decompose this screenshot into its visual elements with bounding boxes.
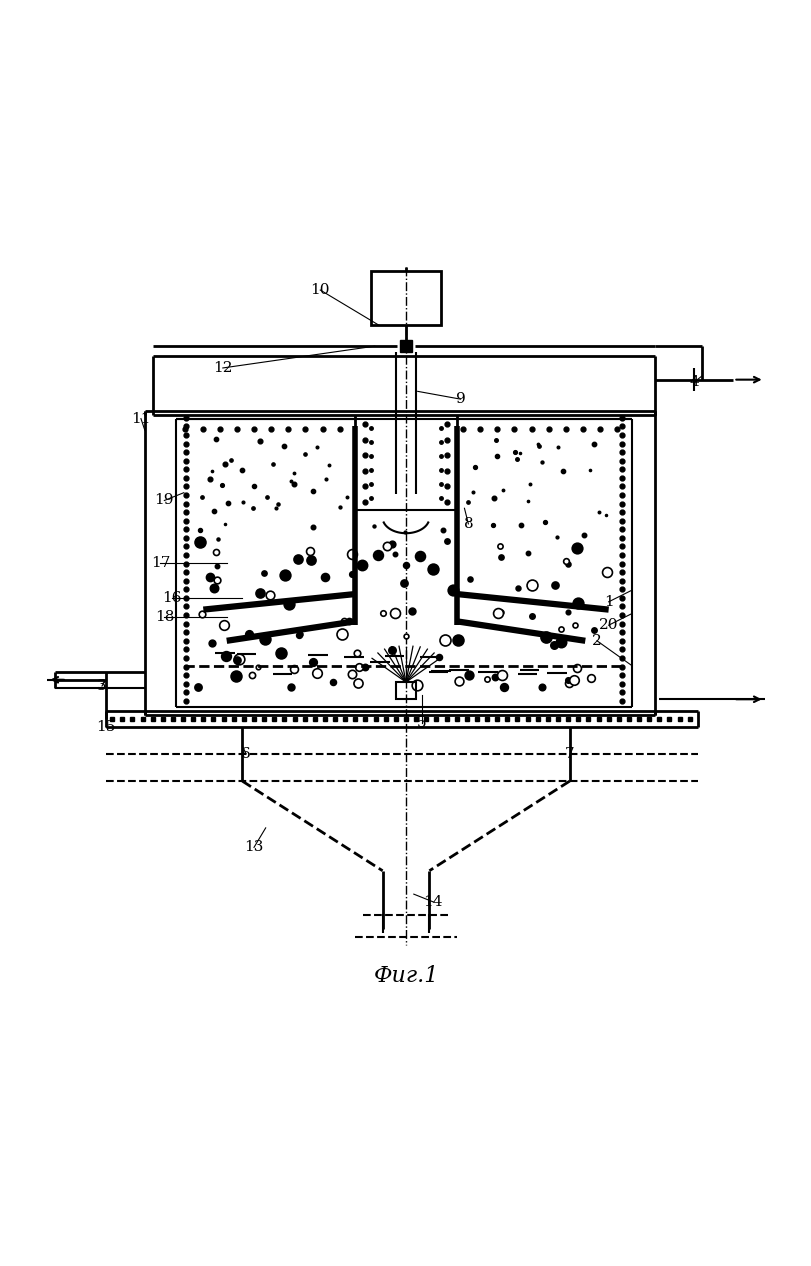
Text: 8: 8 (463, 517, 473, 530)
Text: 12: 12 (212, 361, 232, 375)
Text: 20: 20 (599, 618, 618, 632)
Text: 10: 10 (310, 284, 329, 298)
Text: 14: 14 (423, 895, 443, 909)
Text: 13: 13 (244, 841, 264, 855)
Text: 11: 11 (131, 411, 151, 425)
Bar (396, 682, 415, 699)
Text: Фиг.1: Фиг.1 (373, 965, 438, 987)
Text: 2: 2 (591, 634, 601, 648)
Bar (371, 271, 440, 325)
Text: 19: 19 (154, 494, 174, 508)
Text: 15: 15 (96, 719, 115, 733)
Text: 9: 9 (455, 392, 465, 406)
Text: 16: 16 (162, 591, 182, 605)
Text: 17: 17 (151, 556, 170, 570)
Text: 7: 7 (564, 747, 574, 761)
Text: 1: 1 (603, 595, 613, 609)
Text: 6: 6 (241, 747, 251, 761)
Text: 18: 18 (154, 610, 174, 624)
Text: 5: 5 (416, 715, 426, 729)
Text: 4: 4 (689, 375, 698, 389)
Text: 3: 3 (97, 679, 107, 693)
